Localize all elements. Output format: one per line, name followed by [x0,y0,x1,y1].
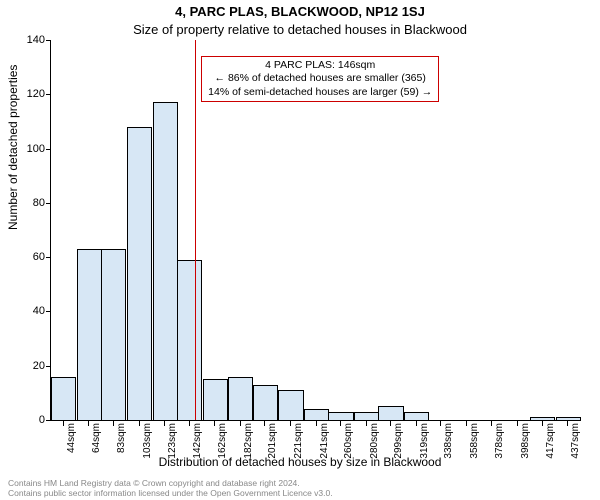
histogram-bar [378,406,403,420]
x-tick-label: 417sqm [545,423,556,459]
histogram-bar [253,385,278,420]
x-tick-label: 299sqm [393,423,404,459]
histogram-bar [127,127,152,420]
y-tick-label: 120 [13,88,45,100]
histogram-bar [404,412,429,420]
x-axis-label: Distribution of detached houses by size … [0,455,600,469]
histogram-bar [177,260,202,420]
y-tick-label: 60 [13,251,45,263]
x-tick-label: 64sqm [91,423,102,453]
histogram-bar [556,417,581,420]
reference-line [195,40,196,420]
y-tick-label: 80 [13,197,45,209]
x-tick-mark [189,421,190,426]
annotation-box: 4 PARC PLAS: 146sqm← 86% of detached hou… [201,56,439,101]
x-tick-mark [240,421,241,426]
x-tick-mark [517,421,518,426]
x-tick-mark [567,421,568,426]
histogram-bar [51,377,76,420]
y-tick-label: 0 [13,414,45,426]
histogram-bar [203,379,228,420]
x-tick-label: 338sqm [443,423,454,459]
x-tick-label: 280sqm [369,423,380,459]
plot-area: 0204060801001201404 PARC PLAS: 146sqm← 8… [50,40,581,421]
x-tick-mark [416,421,417,426]
histogram-bar [328,412,353,420]
y-tick-mark [46,311,51,312]
footer-line-1: Contains HM Land Registry data © Crown c… [8,478,333,488]
histogram-bar [77,249,102,420]
y-tick-mark [46,257,51,258]
x-tick-mark [440,421,441,426]
x-tick-mark [466,421,467,426]
x-tick-mark [113,421,114,426]
x-tick-label: 142sqm [192,423,203,459]
x-tick-label: 398sqm [520,423,531,459]
x-tick-mark [88,421,89,426]
page-super-title: 4, PARC PLAS, BLACKWOOD, NP12 1SJ [0,4,600,19]
x-tick-mark [542,421,543,426]
x-tick-mark [164,421,165,426]
x-tick-mark [366,421,367,426]
x-tick-mark [63,421,64,426]
x-tick-mark [214,421,215,426]
histogram-bar [530,417,555,420]
x-tick-label: 221sqm [293,423,304,459]
annotation-line: ← 86% of detached houses are smaller (36… [208,72,432,85]
histogram-bar [153,102,178,420]
footer: Contains HM Land Registry data © Crown c… [8,478,333,498]
x-tick-label: 182sqm [243,423,254,459]
x-tick-label: 319sqm [419,423,430,459]
y-tick-label: 140 [13,34,45,46]
y-tick-label: 20 [13,360,45,372]
chart-container: 4, PARC PLAS, BLACKWOOD, NP12 1SJ Size o… [0,0,600,500]
x-tick-mark [139,421,140,426]
y-tick-mark [46,366,51,367]
y-tick-mark [46,94,51,95]
y-tick-mark [46,40,51,41]
x-tick-label: 83sqm [116,423,127,453]
histogram-bar [228,377,253,420]
x-tick-label: 44sqm [66,423,77,453]
y-tick-label: 40 [13,305,45,317]
x-tick-label: 241sqm [319,423,330,459]
x-tick-label: 201sqm [267,423,278,459]
x-tick-label: 162sqm [217,423,228,459]
annotation-line: 4 PARC PLAS: 146sqm [208,59,432,72]
x-tick-mark [290,421,291,426]
x-tick-mark [390,421,391,426]
x-tick-label: 123sqm [167,423,178,459]
histogram-bar [304,409,329,420]
x-tick-label: 437sqm [570,423,581,459]
x-tick-label: 358sqm [469,423,480,459]
x-tick-mark [264,421,265,426]
x-tick-label: 378sqm [494,423,505,459]
y-tick-mark [46,149,51,150]
histogram-bar [354,412,379,420]
x-tick-mark [491,421,492,426]
x-tick-label: 260sqm [343,423,354,459]
histogram-bar [278,390,303,420]
chart-title: Size of property relative to detached ho… [0,22,600,37]
y-tick-label: 100 [13,143,45,155]
x-ticks: 44sqm 64sqm 83sqm 103sqm 123sqm 142sqm 162sqm 1… [50,421,580,456]
histogram-bar [101,249,126,420]
x-tick-mark [316,421,317,426]
annotation-line: 14% of semi-detached houses are larger (… [208,86,432,99]
footer-line-2: Contains public sector information licen… [8,488,333,498]
y-tick-mark [46,203,51,204]
x-tick-mark [340,421,341,426]
x-tick-label: 103sqm [142,423,153,459]
